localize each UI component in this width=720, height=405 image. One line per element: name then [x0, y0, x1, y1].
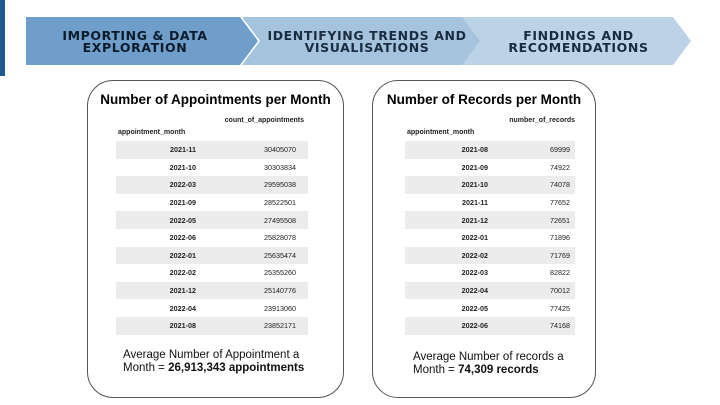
- table-row: 2021-12 25140776: [116, 281, 308, 300]
- table-row: 2021-08 23852171: [116, 316, 308, 335]
- step-identifying-trends[interactable]: IDENTIFYING TRENDS AND VISUALISATIONS: [242, 17, 494, 65]
- appointments-column-header: count_of_appointments: [224, 117, 304, 124]
- appointments-table: count_of_appointments appointment_month …: [116, 117, 308, 335]
- table-row: 2022-05 27495508: [116, 211, 308, 229]
- row-month: 2022-01: [169, 250, 196, 260]
- row-month: 2021-08: [461, 145, 488, 155]
- row-value: 74168: [550, 321, 570, 331]
- row-month: 2021-12: [461, 215, 488, 225]
- table-row: 2021-09 74922: [405, 159, 575, 177]
- records-summary: Average Number of records a Month = 74,3…: [413, 351, 593, 377]
- row-value: 71896: [550, 233, 570, 243]
- row-value: 23913060: [264, 303, 296, 313]
- step-2-line-1: IDENTIFYING TRENDS AND: [267, 27, 467, 43]
- table-row: 2022-02 25355260: [116, 264, 308, 282]
- records-column-header: number_of_records: [509, 117, 575, 124]
- row-value: 25140776: [264, 286, 296, 296]
- row-month: 2021-08: [169, 321, 196, 331]
- step-1-line-1: IMPORTING & DATA: [62, 27, 208, 43]
- row-month: 2021-11: [170, 145, 196, 155]
- step-3-line-2: RECOMENDATIONS: [508, 39, 649, 55]
- row-value: 25635474: [264, 250, 296, 260]
- table-row: 2021-11 30405070: [116, 141, 308, 159]
- row-value: 25355260: [264, 268, 296, 278]
- row-value: 30303834: [264, 162, 296, 172]
- table-row: 2021-11 77652: [405, 194, 575, 212]
- row-value: 30405070: [264, 145, 296, 155]
- records-summary-text: Average Number of records a Month =: [413, 351, 564, 376]
- table-row: 2021-09 28522501: [116, 194, 308, 212]
- appointments-card: Number of Appointments per Month count_o…: [87, 80, 344, 398]
- step-3-line-1: FINDINGS AND: [523, 27, 634, 43]
- row-month: 2021-10: [461, 180, 488, 190]
- step-findings-recommendations[interactable]: FINDINGS AND RECOMENDATIONS: [462, 17, 691, 65]
- records-rows: 2021-08 69999 2021-09 74922 2021-10 74078 2021…: [405, 141, 575, 335]
- row-value: 28522501: [264, 198, 296, 208]
- records-summary-value: 74,309 records: [458, 364, 539, 376]
- row-month: 2022-05: [461, 303, 488, 313]
- row-value: 72651: [550, 215, 570, 225]
- appointments-summary-value: 26,913,343 appointments: [168, 362, 305, 374]
- records-table: number_of_records appointment_month 2021…: [405, 117, 575, 335]
- table-row: 2022-01 25635474: [116, 246, 308, 265]
- row-value: 82822: [550, 268, 570, 278]
- row-month: 2022-05: [169, 215, 196, 225]
- row-month: 2022-02: [169, 268, 196, 278]
- row-month: 2021-11: [462, 198, 488, 208]
- row-month: 2021-09: [169, 198, 196, 208]
- table-row: 2022-01 71896: [405, 229, 575, 247]
- row-month: 2022-01: [461, 233, 488, 243]
- row-value: 25828078: [264, 233, 296, 243]
- records-index-header: appointment_month: [407, 129, 475, 136]
- appointments-title: Number of Appointments per Month: [100, 92, 331, 107]
- row-value: 77425: [550, 303, 570, 313]
- row-month: 2022-02: [461, 250, 488, 260]
- table-row: 2022-04 70012: [405, 281, 575, 300]
- step-importing-data-exploration[interactable]: IMPORTING & DATA EXPLORATION: [26, 17, 258, 65]
- table-row: 2022-06 74168: [405, 316, 575, 335]
- row-month: 2022-03: [461, 268, 488, 278]
- appointments-index-header: appointment_month: [118, 129, 186, 136]
- table-row: 2022-02 71769: [405, 246, 575, 265]
- row-value: 29595038: [264, 180, 296, 190]
- row-value: 23852171: [264, 321, 296, 331]
- row-value: 69999: [550, 145, 570, 155]
- row-month: 2022-04: [461, 286, 488, 296]
- row-month: 2021-10: [169, 162, 196, 172]
- table-row: 2022-06 25828078: [116, 229, 308, 247]
- row-value: 70012: [550, 286, 570, 296]
- table-row: 2021-12 72651: [405, 211, 575, 229]
- accent-bar: [0, 0, 5, 76]
- table-row: 2022-03 29595038: [116, 176, 308, 194]
- row-value: 74078: [550, 180, 570, 190]
- table-row: 2022-03 82822: [405, 264, 575, 282]
- records-card: Number of Records per Month number_of_re…: [372, 80, 596, 398]
- appointments-summary-text: Average Number of Appointment a Month =: [123, 349, 300, 374]
- table-row: 2021-08 69999: [405, 141, 575, 159]
- appointments-summary: Average Number of Appointment a Month = …: [123, 349, 323, 375]
- step-1-line-2: EXPLORATION: [82, 39, 188, 55]
- process-steps: IMPORTING & DATA EXPLORATION IDENTIFYING …: [26, 17, 691, 65]
- table-row: 2022-04 23913060: [116, 299, 308, 317]
- row-month: 2021-12: [169, 286, 196, 296]
- row-month: 2022-06: [169, 233, 196, 243]
- appointments-rows: 2021-11 30405070 2021-10 30303834 2022-03 295…: [116, 141, 308, 335]
- row-month: 2022-06: [461, 321, 488, 331]
- records-title: Number of Records per Month: [386, 92, 582, 107]
- table-row: 2021-10 74078: [405, 176, 575, 194]
- step-2-line-2: VISUALISATIONS: [304, 39, 430, 55]
- row-value: 74922: [550, 162, 570, 172]
- row-month: 2022-03: [169, 180, 196, 190]
- row-value: 27495508: [264, 215, 296, 225]
- table-row: 2021-10 30303834: [116, 159, 308, 177]
- row-month: 2021-09: [461, 162, 488, 172]
- row-value: 77652: [550, 198, 570, 208]
- table-row: 2022-05 77425: [405, 299, 575, 317]
- row-value: 71769: [550, 250, 570, 260]
- row-month: 2022-04: [169, 303, 196, 313]
